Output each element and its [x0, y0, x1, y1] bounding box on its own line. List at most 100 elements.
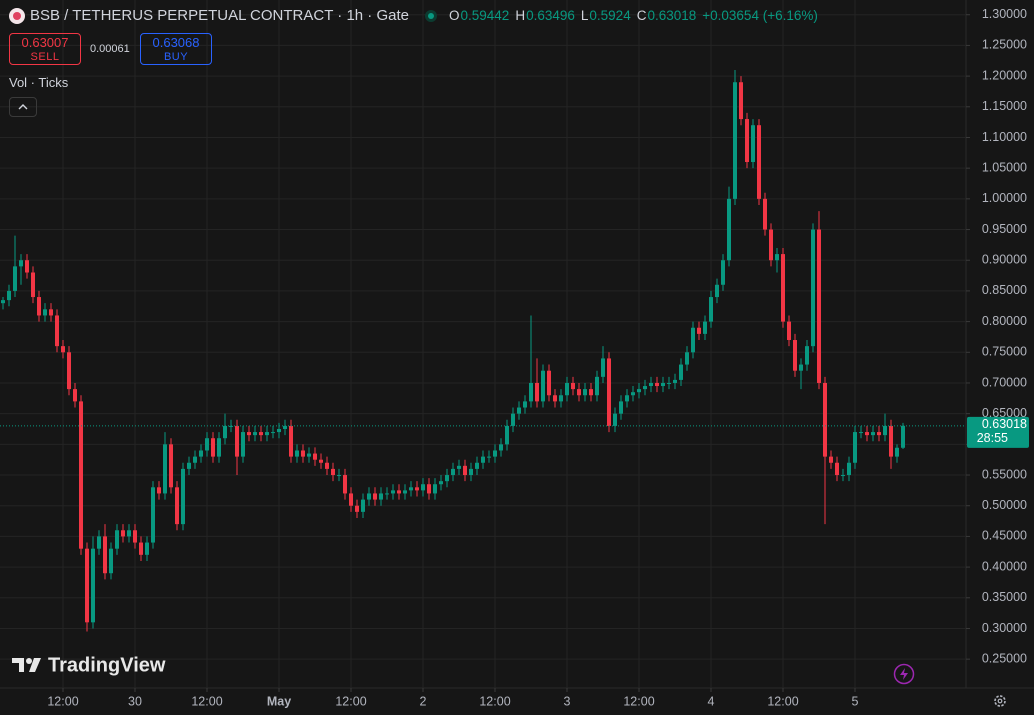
ohlc-value: 0.63496 [526, 8, 575, 23]
candle-body [511, 413, 515, 426]
candle-body [889, 425, 893, 457]
candle-body [433, 484, 437, 494]
candle-body [859, 432, 863, 434]
candle-body [631, 392, 635, 396]
candle-body [481, 456, 485, 463]
lightning-icon[interactable] [900, 668, 908, 680]
candle-body [73, 389, 77, 402]
candle-body [1, 300, 5, 304]
lightning-button[interactable] [893, 663, 915, 685]
settings-button[interactable] [994, 695, 1006, 707]
y-tick-label: 1.10000 [982, 130, 1027, 144]
countdown: 28:55 [977, 431, 1008, 445]
buy-button[interactable]: 0.63068 BUY [140, 33, 212, 65]
y-tick-label: 0.95000 [982, 222, 1027, 236]
sell-price[interactable]: 0.63007 [21, 35, 69, 50]
icon [9, 8, 25, 24]
ohlc-value: 0.63018 [647, 8, 697, 23]
candle-body [427, 484, 431, 494]
candle-body [715, 284, 719, 298]
x-tick-label: 12:00 [191, 694, 222, 708]
x-tick-label: 3 [564, 694, 571, 708]
brand-logo: TradingView [12, 654, 166, 676]
gear-icon[interactable] [994, 695, 1006, 707]
candle-body [877, 432, 881, 436]
candle-body [475, 462, 479, 469]
candle-body [655, 382, 659, 387]
logo-shape [26, 658, 32, 664]
candle-body [619, 401, 623, 414]
y-tick-label: 0.50000 [982, 498, 1027, 512]
status-dot-inner [428, 13, 434, 19]
buy-label[interactable]: BUY [163, 51, 189, 63]
candle-body [313, 453, 317, 460]
candle-body [835, 462, 839, 476]
candle-body [607, 358, 611, 426]
candle-body [727, 198, 731, 261]
ohlc-key: L [580, 8, 589, 23]
candle-body [529, 382, 533, 402]
candle-body [229, 425, 233, 427]
icon-dot [13, 12, 21, 20]
candle-body [7, 290, 11, 301]
candle-body [385, 493, 389, 495]
x-tick-label: 2 [420, 694, 427, 708]
candle-body [595, 376, 599, 396]
candle-body [445, 475, 449, 482]
candle-body [535, 382, 539, 402]
y-tick-label: 0.35000 [982, 590, 1027, 604]
candle-body [25, 260, 29, 273]
candle-body [499, 444, 503, 451]
buy-price[interactable]: 0.63068 [152, 35, 200, 50]
candle-body [469, 468, 473, 476]
ohlc-legend: O0.59442 H0.63496 L0.5924 C0.63018 +0.03654 … [449, 8, 818, 23]
candle-body [841, 475, 845, 477]
symbol-title[interactable]: BSB / TETHERUS PERPETUAL CONTRACT · 1h ·… [30, 7, 409, 24]
candle-body [343, 475, 347, 494]
candle-body [271, 432, 275, 434]
candle-body [769, 229, 773, 261]
candle-body [49, 309, 53, 316]
candle-body [679, 364, 683, 380]
indicator-label[interactable]: Vol · Ticks [9, 75, 69, 90]
candle-body [295, 450, 299, 457]
sell-button[interactable]: 0.63007 SELL [9, 33, 81, 65]
collapse-button[interactable] [9, 97, 37, 117]
candle-body [457, 465, 461, 469]
candle-body [157, 487, 161, 494]
symbol-icon [8, 7, 26, 30]
y-tick-label: 0.70000 [982, 375, 1027, 389]
candle-body [235, 425, 239, 457]
candle-body [337, 475, 341, 477]
candle-body [145, 542, 149, 555]
y-tick-label: 1.20000 [982, 68, 1027, 82]
lightning-ring[interactable] [893, 663, 915, 685]
candle-body [601, 358, 605, 377]
candle-body [67, 352, 71, 390]
gear-hub[interactable] [997, 698, 1003, 704]
candle-body [637, 389, 641, 393]
chevron-path[interactable] [18, 104, 28, 110]
candle-body [127, 530, 131, 537]
candle-body [673, 379, 677, 383]
ohlc-key: H [515, 8, 526, 23]
x-tick-label: 12:00 [335, 694, 366, 708]
y-tick-label: 0.45000 [982, 529, 1027, 543]
candle-body [97, 536, 101, 549]
y-tick-label: 0.65000 [982, 406, 1027, 420]
sell-label[interactable]: SELL [30, 51, 60, 63]
candle-body [211, 438, 215, 457]
candle-body [133, 530, 137, 543]
candle-body [901, 425, 905, 448]
candle-body [379, 493, 383, 500]
candle-body [547, 370, 551, 396]
candle-body [577, 389, 581, 396]
candle-body [763, 198, 767, 230]
chevron[interactable] [10, 98, 36, 116]
y-tick-label: 1.25000 [982, 38, 1027, 52]
y-tick-label: 0.85000 [982, 283, 1027, 297]
y-tick-label: 0.75000 [982, 345, 1027, 359]
y-tick-label: 0.55000 [982, 467, 1027, 481]
candle-body [241, 432, 245, 457]
